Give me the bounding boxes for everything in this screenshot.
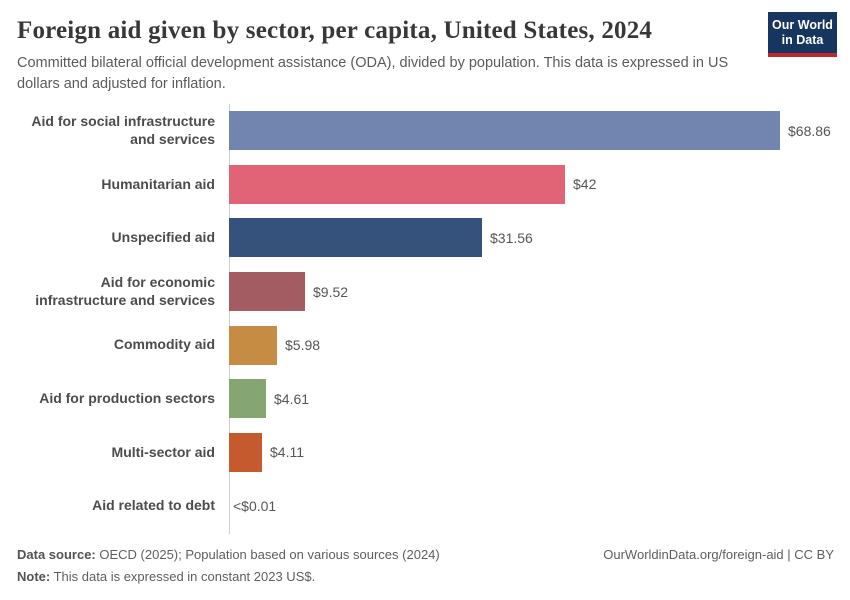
bar-area: <$0.01 <box>229 479 834 533</box>
bar[interactable] <box>229 272 305 312</box>
note-label: Note: <box>17 569 51 584</box>
value-label: $4.11 <box>270 444 304 461</box>
category-label: Aid for economic infrastructure and serv… <box>35 274 215 308</box>
bar[interactable] <box>229 432 262 472</box>
value-label: $68.86 <box>788 122 831 139</box>
bar-area: $4.61 <box>229 372 834 426</box>
category-label: Unspecified aid <box>111 229 215 246</box>
category-label: Commodity aid <box>113 336 215 353</box>
chart-rows: Aid for social infrastructure and servic… <box>16 104 834 533</box>
chart-row: Aid related to debt <$0.01 <box>16 479 834 533</box>
note-text: This data is expressed in constant 2023 … <box>53 569 316 584</box>
category-label: Aid related to debt <box>92 497 215 514</box>
value-label: $5.98 <box>285 337 321 354</box>
bar-area: $5.98 <box>229 318 834 372</box>
owid-logo-line2: in Data <box>781 33 824 47</box>
chart-row: Aid for production sectors $4.61 <box>16 372 834 426</box>
chart-row: Aid for social infrastructure and servic… <box>16 104 834 158</box>
owid-logo-line1: Our World <box>772 18 833 32</box>
value-label: $9.52 <box>313 283 349 300</box>
data-source-text: OECD (2025); Population based on various… <box>99 547 440 562</box>
y-axis-line <box>229 104 230 534</box>
footer-line1: Data source: OECD (2025); Population bas… <box>17 547 834 562</box>
owid-logo-red-strip <box>768 53 837 57</box>
bar-area: $4.11 <box>229 426 834 480</box>
chart-header: Foreign aid given by sector, per capita,… <box>17 16 834 95</box>
chart-subtitle: Committed bilateral official development… <box>17 55 729 93</box>
bar-area: $9.52 <box>229 265 834 319</box>
bar[interactable] <box>229 379 266 419</box>
bar[interactable] <box>229 111 780 151</box>
bar-area: $31.56 <box>229 211 834 265</box>
chart-row: Humanitarian aid $42 <box>16 158 834 212</box>
chart-row: Aid for economic infrastructure and serv… <box>16 265 834 319</box>
page-title: Foreign aid given by sector, per capita,… <box>17 17 653 44</box>
value-label: $42 <box>573 176 597 193</box>
value-label: $31.56 <box>490 229 533 246</box>
chart-row: Commodity aid $5.98 <box>16 318 834 372</box>
value-label: <$0.01 <box>233 497 277 514</box>
chart-row: Multi-sector aid $4.11 <box>16 426 834 480</box>
data-source-label: Data source: <box>17 547 96 562</box>
bar[interactable] <box>229 164 565 204</box>
bar-area: $42 <box>229 158 834 212</box>
bar[interactable] <box>229 325 277 365</box>
bar-chart: Aid for social infrastructure and servic… <box>16 104 834 534</box>
value-label: $4.61 <box>274 390 310 407</box>
category-label: Multi-sector aid <box>111 443 215 460</box>
data-source: Data source: OECD (2025); Population bas… <box>17 547 440 562</box>
category-label: Aid for production sectors <box>39 390 215 407</box>
category-label: Aid for social infrastructure and servic… <box>31 113 215 147</box>
bar[interactable] <box>229 218 482 258</box>
footer-link[interactable]: OurWorldinData.org/foreign-aid | CC BY <box>603 547 834 562</box>
category-label: Humanitarian aid <box>101 175 215 192</box>
bar-area: $68.86 <box>229 104 834 158</box>
chart-row: Unspecified aid $31.56 <box>16 211 834 265</box>
owid-logo-text: Our World in Data <box>768 12 837 53</box>
chart-footer: Data source: OECD (2025); Population bas… <box>17 547 834 584</box>
owid-logo[interactable]: Our World in Data <box>768 12 837 57</box>
footer-note: Note: This data is expressed in constant… <box>17 569 834 584</box>
